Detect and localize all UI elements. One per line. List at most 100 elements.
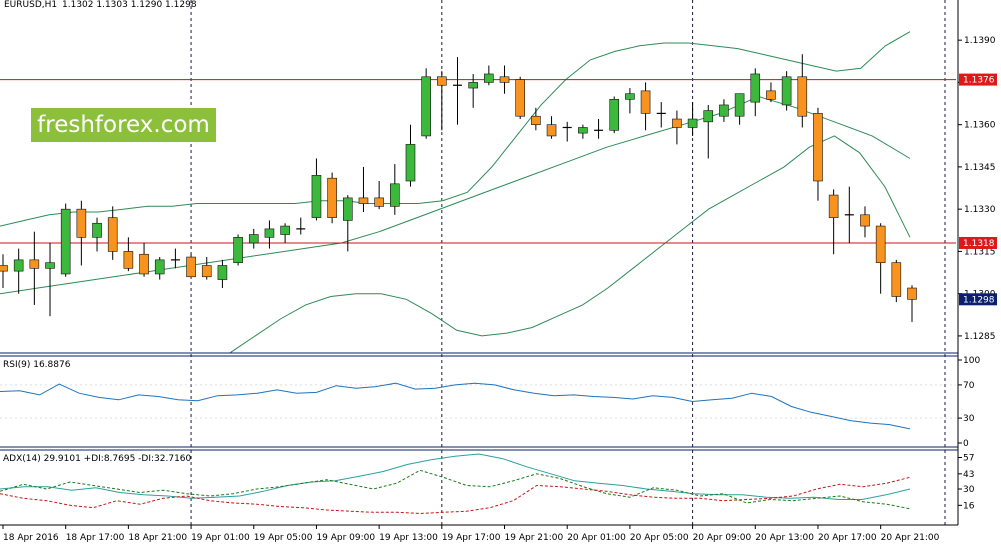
- candle: [405, 124, 416, 187]
- price-tick-label: 1.1390: [964, 36, 996, 46]
- bollinger-lower-line: [229, 135, 911, 354]
- candle: [358, 166, 369, 212]
- candle: [875, 223, 886, 294]
- candle-body: [640, 90, 651, 114]
- price-tick-label: 1.1345: [964, 163, 996, 173]
- price-tick-label: 1.1330: [964, 205, 996, 215]
- plus-di-line: [0, 469, 911, 510]
- level-tag-2: 1.1318: [959, 236, 997, 249]
- rsi-tick-label: 70: [963, 381, 975, 391]
- candle-body: [29, 259, 40, 269]
- candle-body: [484, 73, 494, 83]
- candle-body: [907, 287, 917, 300]
- candle: [750, 68, 761, 117]
- rsi-tick-label: 0: [963, 439, 969, 449]
- candle-body: [186, 256, 196, 278]
- price-panel[interactable]: EURUSD,H1 1.1302 1.1303 1.1290 1.1298: [0, 0, 956, 525]
- candle: [672, 110, 682, 145]
- candle: [734, 93, 745, 125]
- candle-body: [374, 197, 384, 207]
- time-tick-label: 19 Apr 09:00: [316, 533, 375, 543]
- price-tags: 1.1376 1.1318 1.1298: [959, 73, 997, 306]
- level-tag-1: 1.1376: [959, 73, 997, 86]
- candle: [687, 102, 698, 136]
- candle-body: [0, 265, 8, 272]
- candle-body: [264, 228, 275, 238]
- candle: [170, 248, 180, 269]
- candle-body: [405, 144, 416, 182]
- candle-body: [311, 175, 322, 218]
- time-tick-label: 18 Apr 2016: [3, 533, 59, 543]
- current-price-tag-text: 1.1298: [963, 295, 995, 305]
- adx-label: ADX(14) 29.9101 +DI:8.7695 -DI:32.7160: [3, 454, 192, 464]
- current-price-tag-box: [959, 293, 997, 306]
- time-tick-label: 19 Apr 13:00: [379, 533, 438, 543]
- candle: [264, 220, 275, 249]
- candle-body: [233, 237, 243, 263]
- candle: [484, 65, 494, 86]
- candle-body: [672, 118, 682, 128]
- candle: [0, 254, 8, 289]
- time-tick-label: 19 Apr 01:00: [191, 533, 250, 543]
- candle: [60, 203, 71, 277]
- candle: [891, 259, 902, 303]
- adx-tick-label: 43: [963, 470, 974, 480]
- candle-body: [60, 208, 71, 275]
- candle: [766, 82, 776, 103]
- candle: [546, 116, 557, 139]
- candle-body: [437, 76, 447, 86]
- candle: [609, 96, 620, 134]
- candle: [437, 71, 447, 131]
- candle-body: [797, 76, 808, 117]
- candle: [76, 200, 87, 266]
- candlesticks: [0, 54, 917, 322]
- candle: [92, 217, 102, 252]
- candle-body: [734, 93, 745, 117]
- candle-body: [703, 110, 714, 123]
- rsi-plot: 100 70 30 0: [0, 356, 980, 449]
- candle-body: [45, 262, 55, 269]
- candle-body: [609, 99, 620, 131]
- candle-body: [687, 118, 698, 128]
- candle: [907, 285, 917, 322]
- adx-tick-label: 30: [963, 485, 975, 495]
- rsi-line: [0, 382, 911, 430]
- current-price-tag: 1.1298: [959, 293, 997, 306]
- candle-body: [813, 113, 823, 182]
- level-tag-1-box: [959, 73, 997, 86]
- candle-body: [828, 194, 839, 218]
- candle: [123, 237, 134, 272]
- candle: [374, 181, 384, 210]
- price-tick-label: 1.1285: [964, 332, 996, 342]
- candle-body: [531, 115, 541, 125]
- rsi-label: RSI(9) 16.8876: [3, 360, 71, 370]
- candle-body: [390, 183, 400, 207]
- candle-body: [766, 90, 776, 100]
- adx-panel[interactable]: 57 43 30 16 ADX(14) 29.9101 +DI:8.7695 -DI:…: [0, 453, 975, 515]
- candle: [45, 242, 55, 317]
- candle-body: [123, 251, 134, 269]
- candle: [499, 65, 510, 94]
- candle: [797, 54, 808, 128]
- time-tick-label: 20 Apr 13:00: [755, 533, 814, 543]
- candle: [860, 206, 870, 238]
- candle: [813, 107, 823, 201]
- candle: [139, 242, 149, 277]
- horizontal-levels[interactable]: [0, 79, 956, 244]
- time-tick-label: 19 Apr 17:00: [442, 533, 501, 543]
- rsi-panel[interactable]: 100 70 30 0 RSI(9) 16.8876: [0, 356, 980, 449]
- candle: [828, 189, 839, 255]
- candle: [13, 248, 24, 294]
- time-tick-label: 20 Apr 17:00: [818, 533, 877, 543]
- candle: [625, 88, 635, 114]
- candle: [280, 223, 290, 243]
- level-tag-2-text: 1.1318: [963, 239, 995, 249]
- candle: [248, 228, 259, 249]
- candle: [531, 107, 541, 131]
- candle: [640, 82, 651, 131]
- candle: [217, 259, 228, 289]
- time-tick-label: 18 Apr 21:00: [128, 533, 187, 543]
- candle: [311, 158, 322, 221]
